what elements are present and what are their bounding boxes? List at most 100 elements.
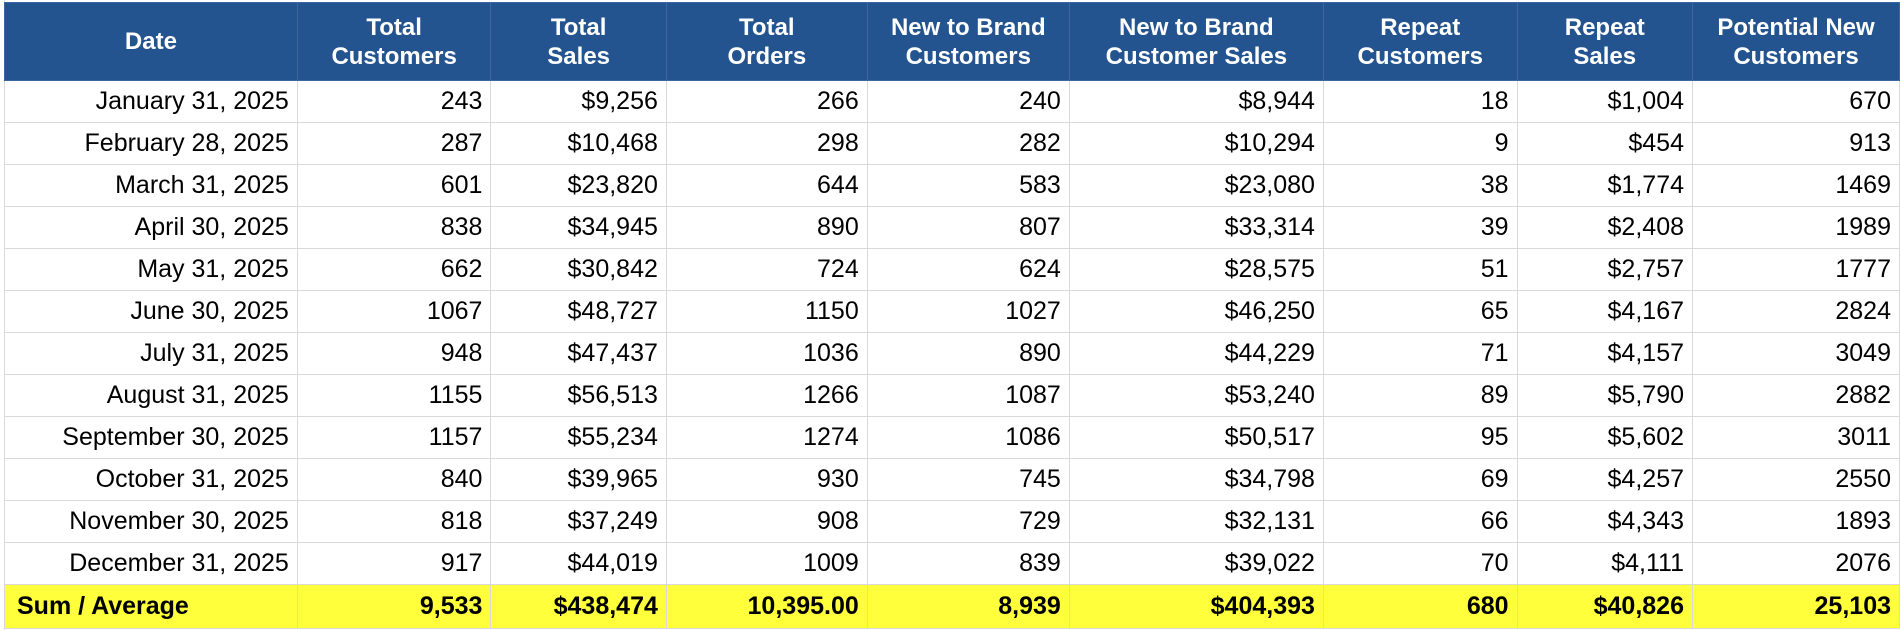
table-cell[interactable]: $50,517 [1068, 416, 1324, 459]
table-cell[interactable]: 1777 [1692, 248, 1900, 291]
summary-cell[interactable]: 680 [1322, 584, 1518, 629]
table-cell[interactable]: 66 [1322, 500, 1518, 543]
table-cell[interactable]: 913 [1692, 122, 1900, 165]
summary-cell[interactable]: $404,393 [1068, 584, 1324, 629]
date-cell[interactable]: November 30, 2025 [4, 500, 298, 543]
table-cell[interactable]: 729 [866, 500, 1070, 543]
table-cell[interactable]: $2,757 [1516, 248, 1694, 291]
table-cell[interactable]: 930 [665, 458, 868, 501]
table-cell[interactable]: 282 [866, 122, 1070, 165]
table-cell[interactable]: 948 [296, 332, 492, 375]
table-cell[interactable]: $1,774 [1516, 164, 1694, 207]
column-header[interactable]: Date [4, 2, 298, 81]
table-cell[interactable]: 243 [296, 80, 492, 123]
table-cell[interactable]: $39,965 [490, 458, 667, 501]
table-cell[interactable]: 1086 [866, 416, 1070, 459]
table-cell[interactable]: 266 [665, 80, 868, 123]
table-cell[interactable]: $39,022 [1068, 542, 1324, 585]
table-cell[interactable]: 18 [1322, 80, 1518, 123]
table-cell[interactable]: $23,820 [490, 164, 667, 207]
table-cell[interactable]: $47,437 [490, 332, 667, 375]
table-cell[interactable]: 1155 [296, 374, 492, 417]
table-cell[interactable]: 38 [1322, 164, 1518, 207]
table-cell[interactable]: $10,294 [1068, 122, 1324, 165]
table-cell[interactable]: 70 [1322, 542, 1518, 585]
table-cell[interactable]: $33,314 [1068, 206, 1324, 249]
table-cell[interactable]: 2550 [1692, 458, 1900, 501]
table-cell[interactable]: 724 [665, 248, 868, 291]
table-cell[interactable]: $4,343 [1516, 500, 1694, 543]
date-cell[interactable]: July 31, 2025 [4, 332, 298, 375]
table-cell[interactable]: $4,111 [1516, 542, 1694, 585]
table-cell[interactable]: 1009 [665, 542, 868, 585]
table-cell[interactable]: 65 [1322, 290, 1518, 333]
table-cell[interactable]: 662 [296, 248, 492, 291]
table-cell[interactable]: 583 [866, 164, 1070, 207]
summary-cell[interactable]: $40,826 [1516, 584, 1694, 629]
table-cell[interactable]: $2,408 [1516, 206, 1694, 249]
table-cell[interactable]: 298 [665, 122, 868, 165]
table-cell[interactable]: $44,019 [490, 542, 667, 585]
date-cell[interactable]: April 30, 2025 [4, 206, 298, 249]
table-cell[interactable]: 2076 [1692, 542, 1900, 585]
table-cell[interactable]: $4,257 [1516, 458, 1694, 501]
table-cell[interactable]: 1157 [296, 416, 492, 459]
table-cell[interactable]: $1,004 [1516, 80, 1694, 123]
table-cell[interactable]: $55,234 [490, 416, 667, 459]
table-cell[interactable]: $34,945 [490, 206, 667, 249]
date-cell[interactable]: June 30, 2025 [4, 290, 298, 333]
column-header[interactable]: Repeat Customers [1322, 2, 1518, 81]
table-cell[interactable]: 890 [665, 206, 868, 249]
table-cell[interactable]: 908 [665, 500, 868, 543]
date-cell[interactable]: August 31, 2025 [4, 374, 298, 417]
date-cell[interactable]: December 31, 2025 [4, 542, 298, 585]
date-cell[interactable]: September 30, 2025 [4, 416, 298, 459]
table-cell[interactable]: 3011 [1692, 416, 1900, 459]
table-cell[interactable]: $4,167 [1516, 290, 1694, 333]
table-cell[interactable]: 1087 [866, 374, 1070, 417]
table-cell[interactable]: 1266 [665, 374, 868, 417]
table-cell[interactable]: $56,513 [490, 374, 667, 417]
table-cell[interactable]: $32,131 [1068, 500, 1324, 543]
table-cell[interactable]: $37,249 [490, 500, 667, 543]
date-cell[interactable]: May 31, 2025 [4, 248, 298, 291]
table-cell[interactable]: $53,240 [1068, 374, 1324, 417]
table-cell[interactable]: $8,944 [1068, 80, 1324, 123]
table-cell[interactable]: 670 [1692, 80, 1900, 123]
table-cell[interactable]: $46,250 [1068, 290, 1324, 333]
table-cell[interactable]: 624 [866, 248, 1070, 291]
summary-cell[interactable]: 9,533 [296, 584, 492, 629]
table-cell[interactable]: $5,602 [1516, 416, 1694, 459]
date-cell[interactable]: February 28, 2025 [4, 122, 298, 165]
date-cell[interactable]: October 31, 2025 [4, 458, 298, 501]
date-cell[interactable]: January 31, 2025 [4, 80, 298, 123]
table-cell[interactable]: 838 [296, 206, 492, 249]
table-cell[interactable]: 2824 [1692, 290, 1900, 333]
column-header[interactable]: New to Brand Customer Sales [1068, 2, 1324, 81]
summary-cell[interactable]: $438,474 [490, 584, 667, 629]
table-cell[interactable]: 839 [866, 542, 1070, 585]
column-header[interactable]: Potential New Customers [1692, 2, 1900, 81]
table-cell[interactable]: $23,080 [1068, 164, 1324, 207]
table-cell[interactable]: $30,842 [490, 248, 667, 291]
summary-cell[interactable]: 8,939 [866, 584, 1070, 629]
table-cell[interactable]: 69 [1322, 458, 1518, 501]
column-header[interactable]: Total Orders [665, 2, 868, 81]
summary-label[interactable]: Sum / Average [4, 584, 298, 629]
table-cell[interactable]: $44,229 [1068, 332, 1324, 375]
table-cell[interactable]: 51 [1322, 248, 1518, 291]
table-cell[interactable]: 95 [1322, 416, 1518, 459]
table-cell[interactable]: 2882 [1692, 374, 1900, 417]
table-cell[interactable]: $48,727 [490, 290, 667, 333]
table-cell[interactable]: 3049 [1692, 332, 1900, 375]
table-cell[interactable]: 1150 [665, 290, 868, 333]
table-cell[interactable]: 9 [1322, 122, 1518, 165]
column-header[interactable]: New to Brand Customers [866, 2, 1070, 81]
date-cell[interactable]: March 31, 2025 [4, 164, 298, 207]
table-cell[interactable]: 890 [866, 332, 1070, 375]
table-cell[interactable]: 745 [866, 458, 1070, 501]
table-cell[interactable]: 1274 [665, 416, 868, 459]
table-cell[interactable]: 1893 [1692, 500, 1900, 543]
table-cell[interactable]: $10,468 [490, 122, 667, 165]
summary-cell[interactable]: 10,395.00 [665, 584, 868, 629]
